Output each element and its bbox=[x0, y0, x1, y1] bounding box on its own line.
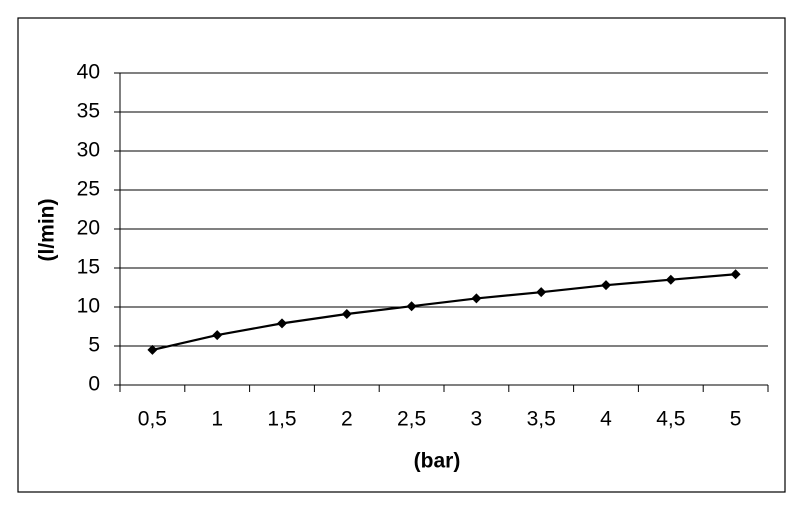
x-tick-label: 5 bbox=[730, 408, 742, 431]
data-marker bbox=[406, 301, 417, 312]
y-axis-title: (l/min) bbox=[36, 199, 59, 262]
y-tick-label: 0 bbox=[88, 373, 100, 396]
y-tick-label: 20 bbox=[77, 217, 100, 240]
chart-frame bbox=[17, 17, 786, 493]
data-marker bbox=[471, 293, 482, 304]
y-tick-label: 5 bbox=[88, 334, 100, 357]
data-marker bbox=[212, 330, 223, 341]
y-tick-label: 25 bbox=[77, 178, 100, 201]
data-marker bbox=[601, 280, 611, 291]
data-line bbox=[152, 273, 736, 351]
y-tick-label: 10 bbox=[77, 295, 100, 318]
y-tick-label: 15 bbox=[77, 256, 100, 279]
data-marker bbox=[536, 287, 547, 298]
data-marker bbox=[730, 269, 741, 280]
x-tick-label: 0,5 bbox=[138, 408, 167, 431]
x-tick-label: 2 bbox=[341, 408, 353, 431]
data-marker bbox=[665, 274, 676, 285]
x-tick-label: 1 bbox=[211, 408, 223, 431]
data-marker bbox=[147, 344, 158, 355]
y-tick-label: 35 bbox=[77, 100, 100, 123]
x-tick-label: 4 bbox=[600, 408, 612, 431]
x-tick-label: 4,5 bbox=[656, 408, 685, 431]
x-axis-title: (bar) bbox=[414, 450, 461, 473]
data-marker bbox=[341, 309, 352, 320]
x-tick-label: 2,5 bbox=[397, 408, 426, 431]
x-tick-label: 1,5 bbox=[267, 408, 296, 431]
x-tick-label: 3 bbox=[471, 408, 483, 431]
y-tick-label: 40 bbox=[77, 61, 100, 84]
x-tick-label: 3,5 bbox=[527, 408, 556, 431]
data-marker bbox=[277, 318, 287, 329]
y-tick-label: 30 bbox=[77, 139, 100, 162]
